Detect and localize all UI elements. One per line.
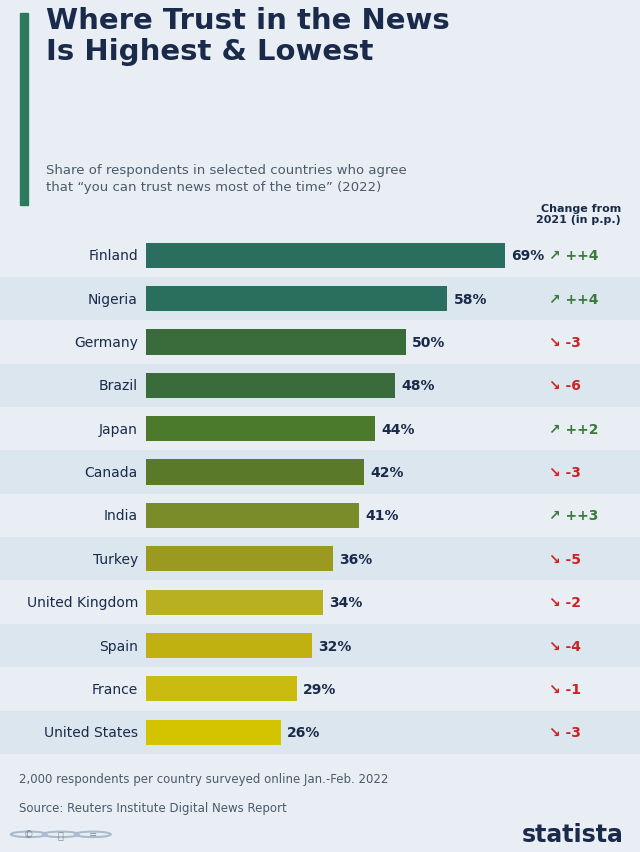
Text: 32%: 32% — [319, 639, 352, 653]
Text: 50%: 50% — [412, 336, 445, 349]
Text: ↘ -4: ↘ -4 — [549, 639, 581, 653]
Text: 29%: 29% — [303, 682, 336, 696]
Text: Germany: Germany — [74, 336, 138, 349]
Text: United Kingdom: United Kingdom — [26, 596, 138, 609]
Text: 2,000 respondents per country surveyed online Jan.-Feb. 2022: 2,000 respondents per country surveyed o… — [19, 772, 388, 785]
Bar — [146, 720, 281, 745]
Bar — [146, 244, 505, 268]
Bar — [146, 460, 364, 485]
Text: Share of respondents in selected countries who agree
that “you can trust news mo: Share of respondents in selected countri… — [46, 164, 407, 194]
Text: Source: Reuters Institute Digital News Report: Source: Reuters Institute Digital News R… — [19, 801, 287, 814]
Bar — [0, 581, 640, 624]
Bar — [0, 278, 640, 321]
Bar — [0, 407, 640, 451]
Text: Turkey: Turkey — [93, 552, 138, 566]
Bar — [146, 417, 374, 441]
Bar — [146, 330, 406, 355]
Text: Brazil: Brazil — [99, 379, 138, 393]
Text: 34%: 34% — [329, 596, 362, 609]
Text: ↘ -3: ↘ -3 — [549, 465, 581, 480]
Bar — [20, 14, 28, 206]
Bar — [0, 538, 640, 581]
Bar — [146, 676, 296, 701]
Text: 69%: 69% — [511, 249, 544, 263]
Text: =: = — [89, 829, 97, 839]
Text: ©: © — [24, 829, 34, 839]
Text: ↘ -5: ↘ -5 — [549, 552, 581, 566]
Bar — [146, 633, 312, 659]
Text: ↘ -6: ↘ -6 — [549, 379, 581, 393]
Text: Change from
2021 (in p.p.): Change from 2021 (in p.p.) — [536, 204, 621, 225]
Text: ⓘ: ⓘ — [58, 829, 64, 839]
Bar — [0, 711, 640, 754]
Bar — [0, 451, 640, 494]
Text: ↗ ++4: ↗ ++4 — [549, 249, 598, 263]
Bar — [0, 365, 640, 407]
Bar — [0, 667, 640, 711]
Text: Spain: Spain — [99, 639, 138, 653]
Bar — [146, 590, 323, 615]
Text: 41%: 41% — [365, 509, 399, 523]
Bar — [146, 373, 396, 399]
Text: 36%: 36% — [339, 552, 372, 566]
Text: 58%: 58% — [454, 292, 487, 306]
Text: ↘ -1: ↘ -1 — [549, 682, 581, 696]
Text: ↘ -3: ↘ -3 — [549, 725, 581, 740]
Text: Where Trust in the News
Is Highest & Lowest: Where Trust in the News Is Highest & Low… — [46, 7, 450, 66]
Text: ↗ ++2: ↗ ++2 — [549, 423, 598, 436]
Text: United States: United States — [44, 725, 138, 740]
Text: ↘ -3: ↘ -3 — [549, 336, 581, 349]
Text: Canada: Canada — [84, 465, 138, 480]
Text: Nigeria: Nigeria — [88, 292, 138, 306]
Bar — [0, 624, 640, 667]
Text: Finland: Finland — [88, 249, 138, 263]
Bar — [0, 321, 640, 365]
Text: India: India — [104, 509, 138, 523]
Text: 42%: 42% — [371, 465, 404, 480]
Text: Japan: Japan — [99, 423, 138, 436]
Text: ↘ -2: ↘ -2 — [549, 596, 581, 609]
Text: 26%: 26% — [287, 725, 321, 740]
Text: statista: statista — [522, 822, 624, 846]
Bar — [0, 494, 640, 538]
Bar — [0, 234, 640, 278]
Bar — [146, 504, 359, 528]
Bar — [146, 547, 333, 572]
Text: ↗ ++3: ↗ ++3 — [549, 509, 598, 523]
Text: ↗ ++4: ↗ ++4 — [549, 292, 598, 306]
Bar — [146, 287, 447, 312]
Text: 48%: 48% — [402, 379, 435, 393]
Text: 44%: 44% — [381, 423, 414, 436]
Text: France: France — [92, 682, 138, 696]
